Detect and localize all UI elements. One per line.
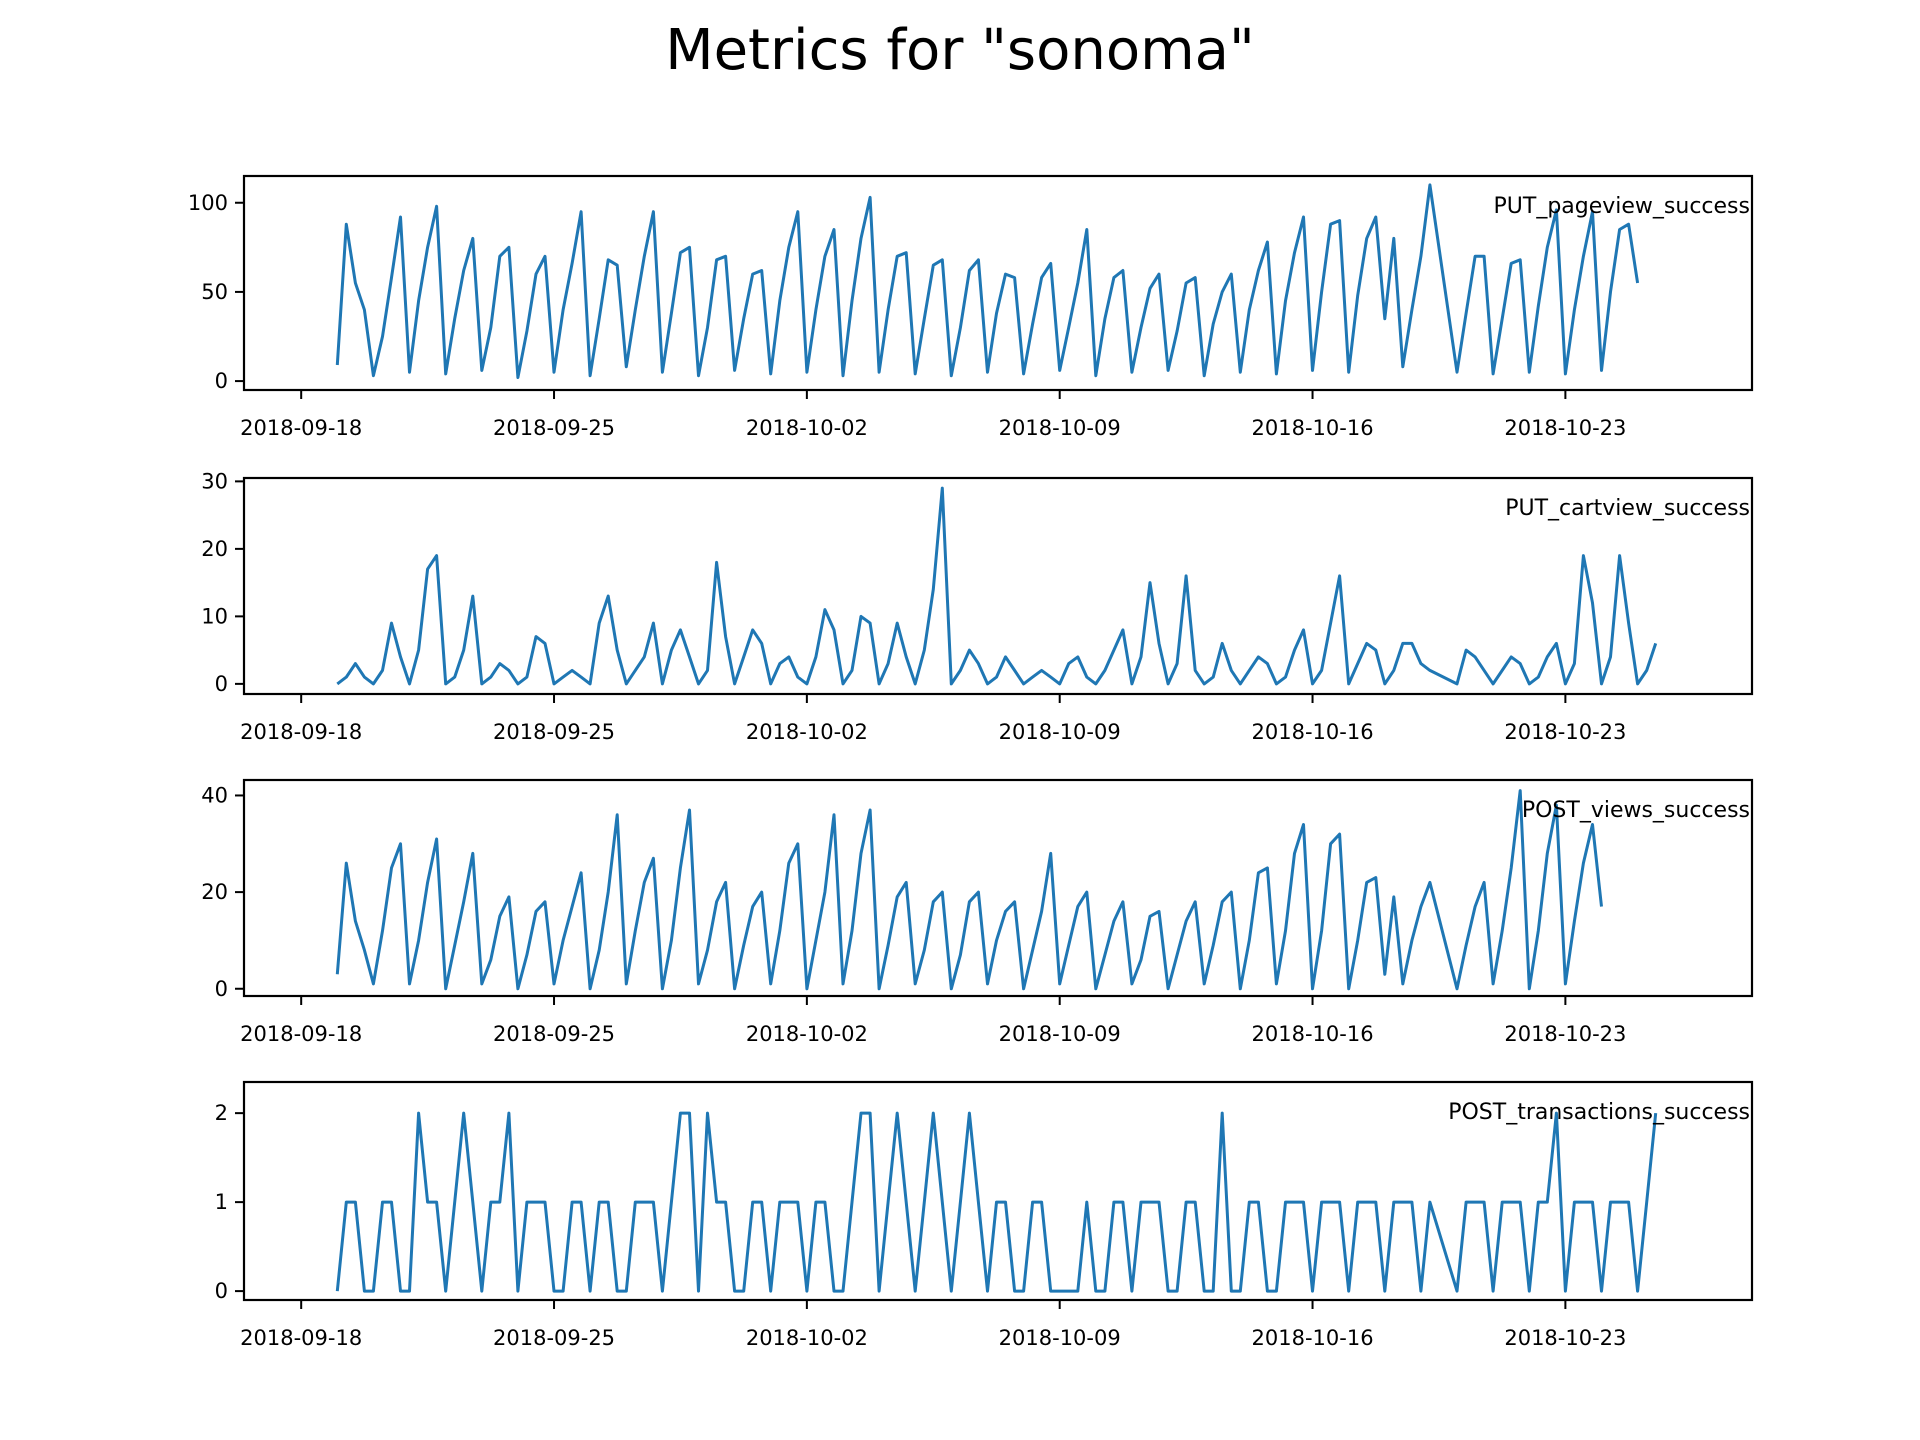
series-line bbox=[335, 1111, 1658, 1293]
series-label: POST_views_success bbox=[1522, 798, 1750, 823]
panel-1: 0 50 100 2018-09-18 2018-09-25 2018-10-02 2018… bbox=[188, 174, 1754, 440]
x-tick-label: 2018-09-25 bbox=[493, 1326, 615, 1350]
series-line bbox=[336, 486, 1658, 686]
x-tick-label: 2018-09-18 bbox=[240, 720, 362, 744]
y-tick-label: 0 bbox=[215, 977, 228, 1001]
series-line bbox=[335, 789, 1603, 991]
series-label: PUT_cartview_success bbox=[1505, 496, 1750, 521]
figure-title: Metrics for "sonoma" bbox=[665, 18, 1255, 83]
y-tick-label: 0 bbox=[215, 672, 228, 696]
y-tick-label: 50 bbox=[201, 280, 228, 304]
x-tick-label: 2018-10-16 bbox=[1252, 1326, 1374, 1350]
x-tick-label: 2018-10-09 bbox=[999, 416, 1121, 440]
x-tick-label: 2018-09-18 bbox=[240, 1022, 362, 1046]
series-line bbox=[335, 183, 1640, 379]
x-tick-label: 2018-09-18 bbox=[240, 416, 362, 440]
y-tick-label: 1 bbox=[215, 1190, 228, 1214]
x-tick-label: 2018-10-02 bbox=[746, 1022, 868, 1046]
x-tick-label: 2018-09-25 bbox=[493, 1022, 615, 1046]
panel-2: 0 10 20 30 2018-09-18 2018-09-25 2018-10-02 201… bbox=[201, 469, 1754, 744]
y-tick-label: 20 bbox=[201, 537, 228, 561]
x-tick-label: 2018-10-23 bbox=[1504, 416, 1626, 440]
y-tick-label: 20 bbox=[201, 880, 228, 904]
y-tick-label: 40 bbox=[201, 783, 228, 807]
x-tick-label: 2018-10-02 bbox=[746, 416, 868, 440]
y-tick-label: 100 bbox=[188, 191, 228, 215]
y-tick-label: 30 bbox=[201, 469, 228, 493]
x-tick-label: 2018-09-18 bbox=[240, 1326, 362, 1350]
x-tick-label: 2018-10-02 bbox=[746, 720, 868, 744]
axes-frame bbox=[242, 778, 1754, 998]
x-tick-label: 2018-10-23 bbox=[1504, 1326, 1626, 1350]
x-tick-label: 2018-10-09 bbox=[999, 1022, 1121, 1046]
y-tick-label: 0 bbox=[215, 369, 228, 393]
x-tick-label: 2018-09-25 bbox=[493, 416, 615, 440]
x-tick-label: 2018-10-02 bbox=[746, 1326, 868, 1350]
panel-4: 0 1 2 2018-09-18 2018-09-25 2018-10-02 2018-10… bbox=[215, 1080, 1754, 1350]
x-tick-label: 2018-10-09 bbox=[999, 720, 1121, 744]
x-tick-label: 2018-10-09 bbox=[999, 1326, 1121, 1350]
axes-frame bbox=[242, 476, 1754, 696]
x-tick-label: 2018-10-16 bbox=[1252, 416, 1374, 440]
y-tick-label: 2 bbox=[215, 1101, 228, 1125]
series-label: POST_transactions_success bbox=[1448, 1100, 1750, 1125]
axes-frame bbox=[242, 174, 1754, 392]
x-tick-label: 2018-09-25 bbox=[493, 720, 615, 744]
panel-3: 0 20 40 2018-09-18 2018-09-25 2018-10-02 2018-… bbox=[201, 778, 1754, 1046]
y-tick-label: 10 bbox=[201, 604, 228, 628]
x-tick-label: 2018-10-16 bbox=[1252, 720, 1374, 744]
series-label: PUT_pageview_success bbox=[1494, 194, 1750, 219]
axes-frame bbox=[242, 1080, 1754, 1302]
x-tick-label: 2018-10-23 bbox=[1504, 1022, 1626, 1046]
y-tick-label: 0 bbox=[215, 1279, 228, 1303]
x-tick-label: 2018-10-16 bbox=[1252, 1022, 1374, 1046]
x-tick-label: 2018-10-23 bbox=[1504, 720, 1626, 744]
